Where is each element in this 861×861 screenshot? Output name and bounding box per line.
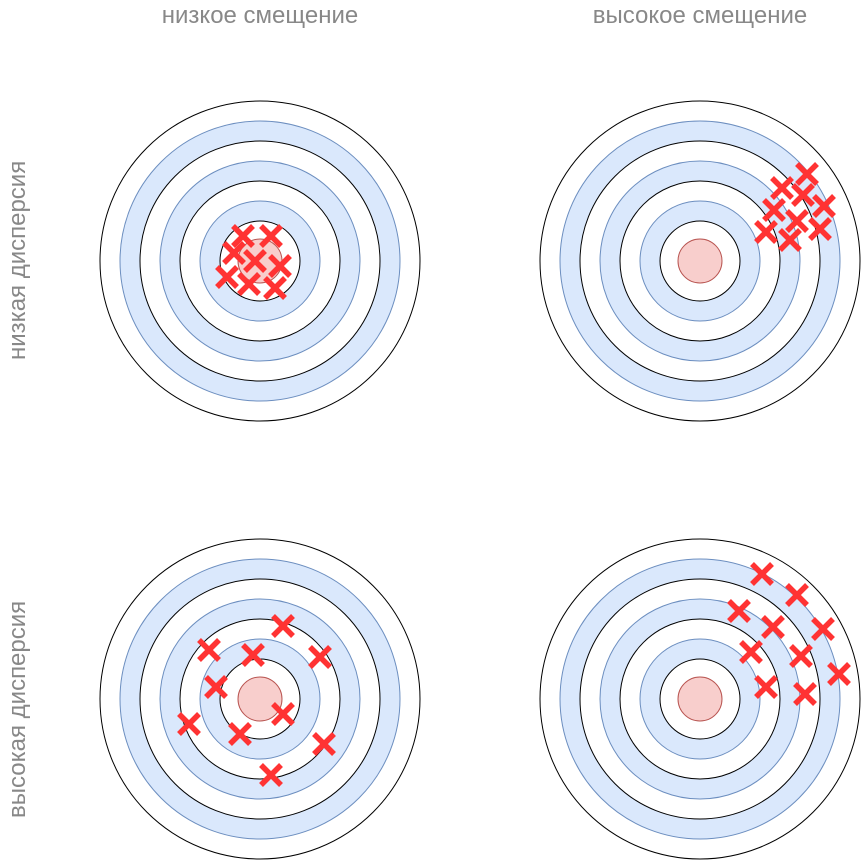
hit-mark xyxy=(259,224,283,248)
hit-mark-stroke xyxy=(793,682,817,706)
bullseye xyxy=(677,676,723,722)
hit-mark-stroke xyxy=(259,763,283,787)
hit-mark-stroke xyxy=(750,562,774,586)
hit-mark xyxy=(222,241,246,265)
target-low-bias-low-variance xyxy=(99,100,421,422)
hit-mark-stroke xyxy=(761,615,785,639)
hit-mark xyxy=(308,645,332,669)
hit-mark-stroke xyxy=(754,220,778,244)
hit-mark xyxy=(778,228,802,252)
hit-mark-stroke xyxy=(754,675,778,699)
hit-mark-stroke xyxy=(770,176,794,200)
hit-mark xyxy=(761,615,785,639)
hit-mark-stroke xyxy=(762,198,786,222)
hit-mark-stroke xyxy=(177,712,201,736)
hit-mark xyxy=(215,265,239,289)
hit-mark xyxy=(271,702,295,726)
hit-mark-stroke xyxy=(785,583,809,607)
hit-mark xyxy=(793,682,817,706)
hit-mark xyxy=(263,276,287,300)
bullseye xyxy=(237,676,283,722)
hit-mark xyxy=(754,220,778,244)
hit-mark xyxy=(770,176,794,200)
hit-mark-stroke xyxy=(785,209,809,233)
hit-mark xyxy=(762,198,786,222)
hit-mark xyxy=(754,675,778,699)
hit-mark-stroke xyxy=(204,675,228,699)
hit-mark xyxy=(312,732,336,756)
hit-mark-stroke xyxy=(271,702,295,726)
hit-mark xyxy=(177,712,201,736)
hit-mark xyxy=(811,617,835,641)
hit-mark-stroke xyxy=(739,640,763,664)
hit-mark-stroke xyxy=(808,217,832,241)
hit-mark-stroke xyxy=(312,732,336,756)
hit-mark-stroke xyxy=(812,194,836,218)
hit-mark xyxy=(791,183,815,207)
hit-mark-stroke xyxy=(727,599,751,623)
hit-mark xyxy=(808,217,832,241)
hit-mark-stroke xyxy=(228,722,252,746)
hit-mark-stroke xyxy=(215,265,239,289)
hit-mark-stroke xyxy=(231,224,255,248)
hit-mark-stroke xyxy=(259,224,283,248)
hit-mark-stroke xyxy=(308,645,332,669)
target-low-bias-high-variance xyxy=(99,538,421,860)
hit-mark xyxy=(785,583,809,607)
hit-mark-stroke xyxy=(263,276,287,300)
hit-mark-stroke xyxy=(237,272,261,296)
hit-mark-stroke xyxy=(243,249,267,273)
hit-mark-stroke xyxy=(791,183,815,207)
hit-mark-stroke xyxy=(789,644,813,668)
target-high-bias-low-variance xyxy=(539,100,861,422)
hit-mark xyxy=(789,644,813,668)
hit-mark xyxy=(237,272,261,296)
hit-mark-stroke xyxy=(811,617,835,641)
hit-mark xyxy=(739,640,763,664)
hit-mark xyxy=(827,662,851,686)
hit-mark xyxy=(197,638,221,662)
hit-mark xyxy=(785,209,809,233)
hit-mark xyxy=(271,614,295,638)
hit-mark xyxy=(268,254,292,278)
column-label-high-bias: высокое смещение xyxy=(592,2,808,29)
hit-mark-stroke xyxy=(241,643,265,667)
hit-mark-stroke xyxy=(778,228,802,252)
hit-mark xyxy=(204,675,228,699)
hit-mark xyxy=(243,249,267,273)
hit-mark xyxy=(241,643,265,667)
hit-mark-stroke xyxy=(827,662,851,686)
hit-mark-stroke xyxy=(197,638,221,662)
hit-mark xyxy=(727,599,751,623)
column-label-low-bias: низкое смещение xyxy=(161,2,359,29)
hit-mark xyxy=(231,224,255,248)
hit-mark-stroke xyxy=(222,241,246,265)
hit-mark xyxy=(812,194,836,218)
target-high-bias-high-variance xyxy=(539,538,861,860)
hit-mark xyxy=(228,722,252,746)
hit-mark-stroke xyxy=(268,254,292,278)
hit-mark xyxy=(750,562,774,586)
hit-mark xyxy=(795,162,819,186)
hit-mark xyxy=(259,763,283,787)
hit-mark-stroke xyxy=(795,162,819,186)
bullseye xyxy=(677,238,723,284)
hit-mark-stroke xyxy=(271,614,295,638)
